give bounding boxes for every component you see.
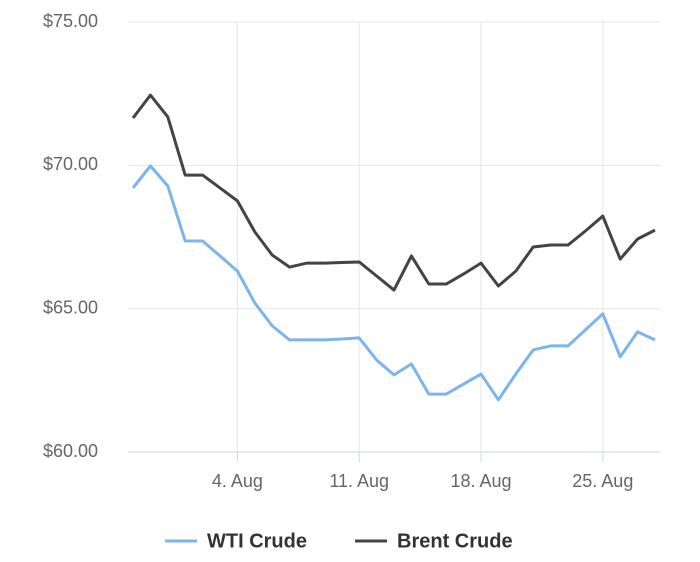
series-line	[131, 93, 656, 292]
y-tick-label: $75.00	[43, 11, 98, 31]
x-tick-label: 18. Aug	[450, 471, 511, 491]
x-tick-label: 11. Aug	[329, 471, 389, 491]
x-tick-label: 25. Aug	[572, 471, 633, 491]
series-line	[131, 164, 656, 402]
x-tick-label: 4. Aug	[212, 471, 263, 491]
y-tick-label: $60.00	[43, 441, 98, 461]
legend-label[interactable]: Brent Crude	[397, 530, 513, 552]
y-tick-label: $70.00	[43, 154, 98, 174]
y-tick-label: $65.00	[43, 297, 98, 317]
legend-label[interactable]: WTI Crude	[207, 530, 307, 552]
